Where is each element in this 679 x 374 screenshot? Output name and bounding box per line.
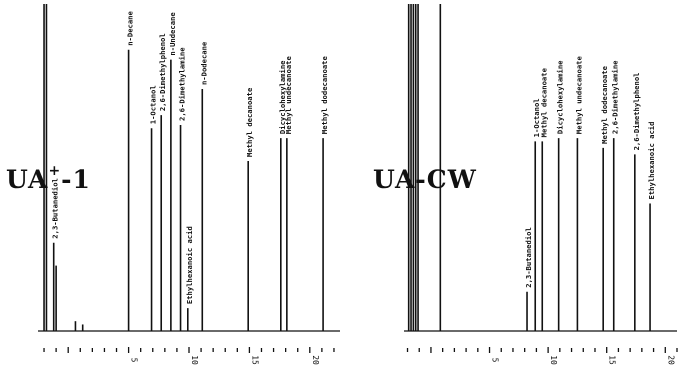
peak-label: n-Dodecane [199,41,208,85]
x-tick-label: 10 [549,355,558,365]
peak-label: Ethylhexanoic acid [185,226,194,304]
x-tick-label: 20 [311,355,320,365]
peak-label: 2,3-Butanediol [51,178,60,239]
x-tick-label: 10 [190,355,199,365]
peak-label: Methyl undecanoate [284,56,293,135]
panel-label-left-base: UA [6,165,49,194]
x-tick-label: 5 [491,358,500,363]
x-tick-label: 5 [130,358,139,363]
panel-label-left-sup: + [48,162,62,179]
peak-label: 1-Octanol [532,98,541,137]
peak-label: n-Undecane [168,12,177,56]
peak-label: Methyl undecanoate [574,56,583,135]
peak-label: n-Decane [126,10,135,45]
peak-label: Dicyclohexylamine [278,60,287,134]
peak-label: Methyl decanoate [245,87,254,157]
peak-label: Methyl dodecanoate [320,56,329,135]
panel-label-right: UA-CW [373,165,477,194]
peak-label: 2,6-Dimethylamine [611,60,620,134]
panel-label-left-suffix: -1 [61,165,91,194]
peak-label: 2,6-Dimethylphenol [632,73,641,151]
peak-label: 2,6-Dimethylamine [178,47,187,121]
chromatogram-panel-right: 5101520n-Dodecane2,3-Butanediol1-Octanol… [404,4,678,365]
peak-label: Methyl dodecanoate [600,65,609,144]
x-tick-label: 15 [608,355,617,365]
peak-label: 1-Octanol [149,85,158,124]
peak-label: Methyl decanoate [539,67,548,137]
panel-label-left: UA+-1 [6,162,91,194]
peak-label: Ethylhexanoic acid [647,122,656,200]
x-tick-label: 20 [666,355,675,365]
x-tick-label: 15 [250,355,259,365]
peak-label: 2,3-Butanediol [524,227,533,288]
peak-label: Dicyclohexylamine [556,60,565,134]
peak-label: 2,6-Dimethylphenol [158,33,167,111]
